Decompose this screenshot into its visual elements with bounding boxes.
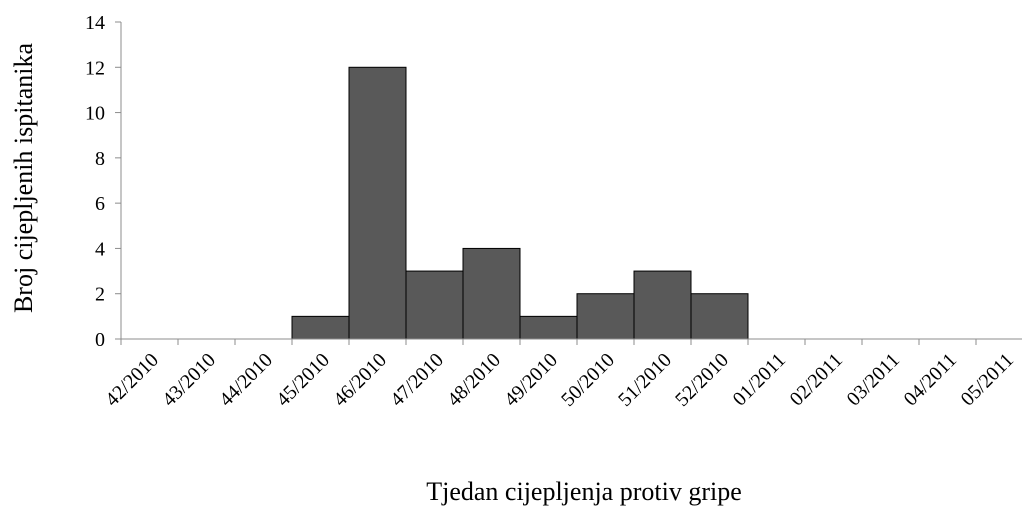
bar-46-2010 [348,66,407,340]
x-tick-label: 48/2010 [443,349,505,411]
bar-49-2010 [519,315,578,340]
x-tick-label: 50/2010 [557,349,619,411]
y-tick-label: 14 [85,12,105,34]
bar-47-2010 [405,270,464,340]
x-tick-label: 44/2010 [215,349,277,411]
x-axis-title: Tjedan cijepljenja protiv gripe [426,477,742,506]
y-tick-label: 0 [95,329,105,351]
x-tick-label: 04/2011 [900,349,961,410]
bar-45-2010 [291,315,350,340]
x-tick-label: 45/2010 [272,349,334,411]
x-tick-label: 42/2010 [101,349,163,411]
x-tick-label: 47/2010 [386,349,448,411]
bar-48-2010 [462,247,521,340]
x-tick-label: 46/2010 [329,349,391,411]
bar-52-2010 [690,293,749,340]
x-tick-label: 03/2011 [843,349,904,410]
bar-51-2010 [633,270,692,340]
bars-layer [291,66,749,340]
axes-layer [120,22,1022,340]
y-axis-title: Broj cijepljenih ispitanika [9,43,38,314]
ticks-layer: 0246810121442/201043/201044/201045/20104… [85,12,1018,411]
y-tick-label: 8 [95,148,105,170]
x-tick-label: 52/2010 [671,349,733,411]
y-tick-label: 2 [95,284,105,306]
y-tick-label: 10 [85,103,105,125]
x-tick-label: 01/2011 [729,349,790,410]
y-tick-label: 4 [95,238,105,260]
y-tick-label: 6 [95,193,105,215]
x-tick-label: 43/2010 [158,349,220,411]
x-tick-label: 02/2011 [786,349,847,410]
y-tick-label: 12 [85,57,105,79]
bar-50-2010 [576,293,635,340]
x-tick-label: 51/2010 [614,349,676,411]
x-tick-label: 49/2010 [500,349,562,411]
x-tick-label: 05/2011 [957,349,1018,410]
